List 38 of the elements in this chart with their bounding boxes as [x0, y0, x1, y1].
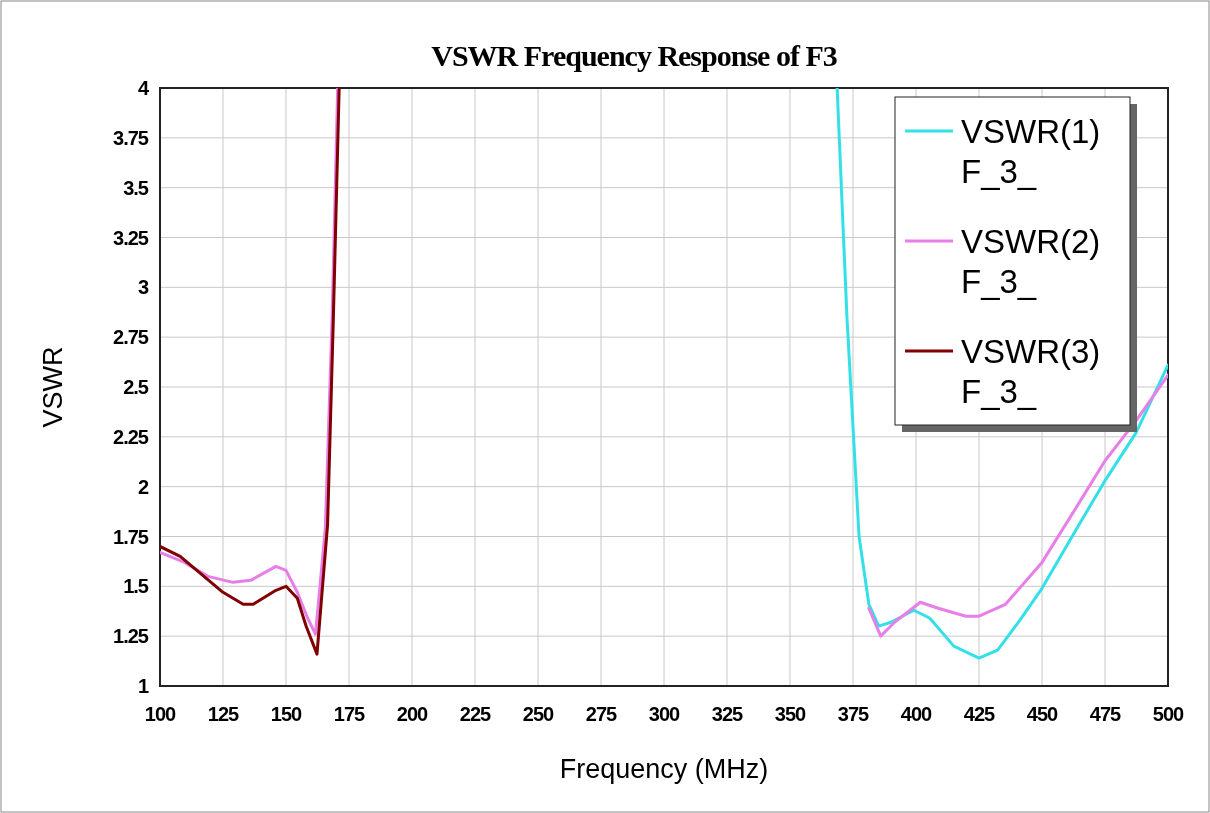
- x-tick-label: 150: [270, 703, 303, 725]
- legend-label: VSWR(3) F_3_: [961, 333, 1101, 410]
- y-tick-label: 3.25: [113, 226, 149, 249]
- x-tick-label: 200: [396, 703, 429, 725]
- y-tick-label: 3.75: [113, 126, 149, 149]
- x-tick-label: 100: [144, 703, 177, 725]
- y-tick-label: 2: [137, 475, 149, 498]
- y-tick-label: 1.75: [113, 525, 149, 548]
- line-series: [160, 88, 341, 656]
- x-tick-label: 250: [522, 703, 555, 725]
- x-tick-label: 275: [585, 703, 618, 725]
- y-tick-label: 1.25: [113, 625, 149, 648]
- y-tick-label: 1: [137, 675, 149, 697]
- x-tick-label: 125: [207, 703, 240, 725]
- x-tick-label: 500: [1152, 703, 1185, 725]
- x-tick-label: 225: [459, 703, 492, 725]
- x-tick-label: 450: [1026, 703, 1059, 725]
- x-tick-label: 300: [648, 703, 681, 725]
- y-tick-label: 2.75: [113, 326, 149, 349]
- x-tick-label: 350: [774, 703, 807, 725]
- x-tick-label: 375: [837, 703, 870, 725]
- y-tick-label: 3: [137, 276, 149, 299]
- legend-label: VSWR(2) F_3_: [961, 223, 1101, 300]
- y-tick-label: 4: [137, 77, 150, 99]
- x-tick-label: 175: [333, 703, 366, 725]
- y-tick-label: 2.25: [113, 425, 149, 448]
- chart-title: VSWR Frequency Response of F3: [431, 39, 837, 72]
- y-tick-label: 2.5: [123, 376, 149, 398]
- x-tick-label: 425: [963, 703, 996, 725]
- x-axis-title: Frequency (MHz): [559, 754, 769, 784]
- y-axis-title: VSWR: [38, 346, 68, 428]
- y-tick-label: 3.5: [123, 176, 149, 199]
- line-series: [835, 88, 1168, 660]
- x-tick-label: 400: [900, 703, 933, 725]
- x-tick-label: 475: [1089, 703, 1122, 725]
- y-tick-label: 1.5: [123, 575, 149, 598]
- legend-label: VSWR(1) F_3_: [961, 113, 1101, 190]
- x-tick-label: 325: [711, 703, 744, 725]
